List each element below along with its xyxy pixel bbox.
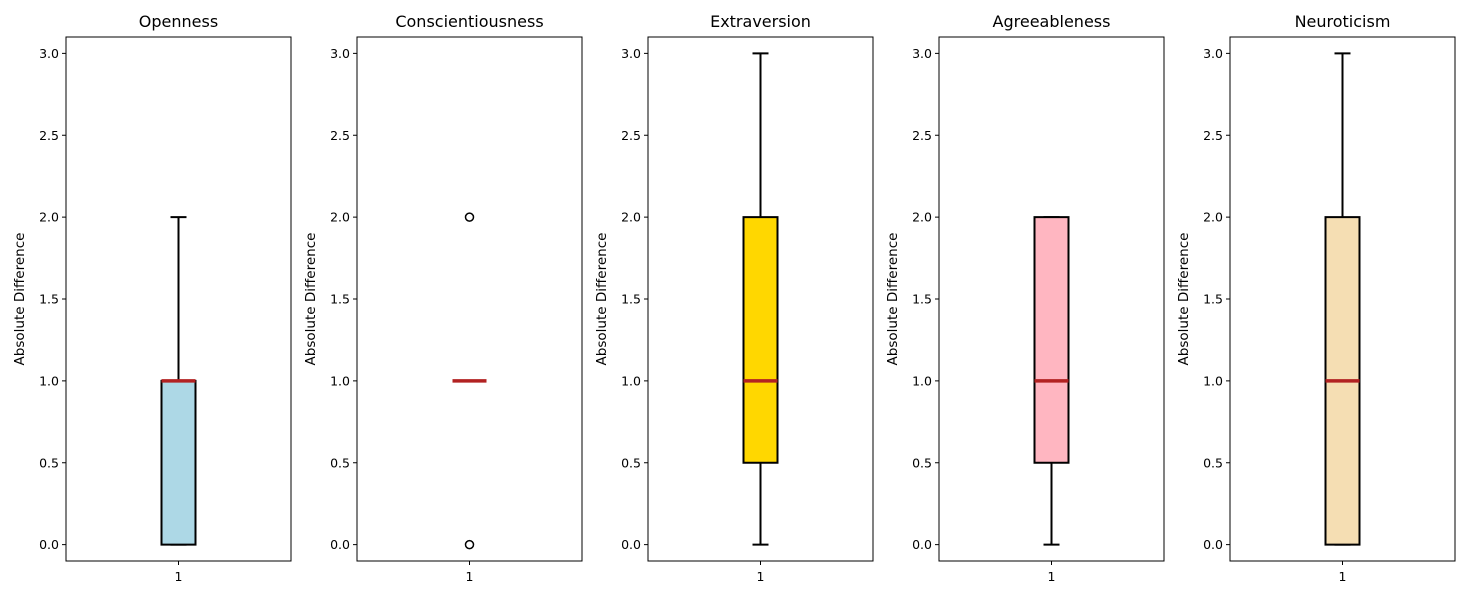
y-axis-label: Absolute Difference [594,233,610,366]
y-axis-label: Absolute Difference [12,233,28,366]
y-axis-label: Absolute Difference [885,233,901,366]
y-tick-label: 2.5 [621,128,641,143]
y-tick-label: 0.0 [621,537,641,552]
y-tick-label: 3.0 [39,46,59,61]
y-tick-label: 1.5 [912,292,932,307]
subplot-title: Agreeableness [993,12,1111,31]
y-tick-label: 3.0 [621,46,641,61]
subplot-openness: Openness Absolute Difference 0.0 0.5 1.0 1.5 2… [12,12,292,584]
y-tick-label: 2.5 [39,128,59,143]
axes-frame [647,36,874,562]
subplot-title: Conscientiousness [395,12,543,31]
subplot-conscientiousness: Conscientiousness Absolute Difference 0.0 0… [303,12,583,584]
x-tick-label: 1 [1339,569,1347,584]
x-tick-label: 1 [175,569,183,584]
axes-frame [938,36,1165,562]
y-tick-label: 1.0 [1203,373,1223,388]
subplot-extraversion: Extraversion Absolute Difference 0.0 0.5 1.0… [594,12,874,584]
subplot-title: Openness [139,12,218,31]
y-tick-label: 2.5 [1203,128,1223,143]
x-tick-label: 1 [1048,569,1056,584]
axes-frame [65,36,292,562]
subplot-title: Neuroticism [1295,12,1391,31]
y-tick-label: 2.0 [912,210,932,225]
y-tick-label: 1.5 [621,292,641,307]
y-tick-label: 0.0 [330,537,350,552]
y-tick-label: 1.0 [912,373,932,388]
y-tick-label: 0.5 [330,455,350,470]
y-tick-label: 2.5 [330,128,350,143]
y-tick-label: 1.0 [621,373,641,388]
y-tick-label: 2.0 [330,210,350,225]
subplot-agreeableness: Agreeableness Absolute Difference 0.0 0.5 1.… [885,12,1165,584]
box [1033,216,1070,464]
box [160,379,197,546]
y-tick-label: 1.5 [1203,292,1223,307]
subplot-neuroticism: Neuroticism Absolute Difference 0.0 0.5 1.0 1… [1176,12,1456,584]
x-tick-label: 1 [466,569,474,584]
y-tick-label: 0.5 [1203,455,1223,470]
y-tick-label: 3.0 [1203,46,1223,61]
y-tick-label: 3.0 [912,46,932,61]
y-tick-label: 0.0 [912,537,932,552]
x-tick-label: 1 [757,569,765,584]
axes-frame [356,36,583,562]
outlier-point [464,212,475,222]
box [742,216,779,464]
y-tick-label: 2.0 [621,210,641,225]
y-axis-label: Absolute Difference [303,233,319,366]
y-tick-label: 2.0 [39,210,59,225]
axes-frame [1229,36,1456,562]
y-tick-label: 0.0 [1203,537,1223,552]
y-tick-label: 1.5 [39,292,59,307]
y-tick-label: 0.5 [39,455,59,470]
y-tick-label: 2.0 [1203,210,1223,225]
y-tick-label: 0.5 [621,455,641,470]
outlier-point [464,539,475,550]
y-tick-label: 1.0 [330,373,350,388]
y-tick-label: 0.0 [39,537,59,552]
y-tick-label: 1.0 [39,373,59,388]
y-tick-label: 2.5 [912,128,932,143]
y-tick-label: 0.5 [912,455,932,470]
y-tick-label: 3.0 [330,46,350,61]
subplot-title: Extraversion [710,12,811,31]
y-tick-label: 1.5 [330,292,350,307]
y-axis-label: Absolute Difference [1176,233,1192,366]
